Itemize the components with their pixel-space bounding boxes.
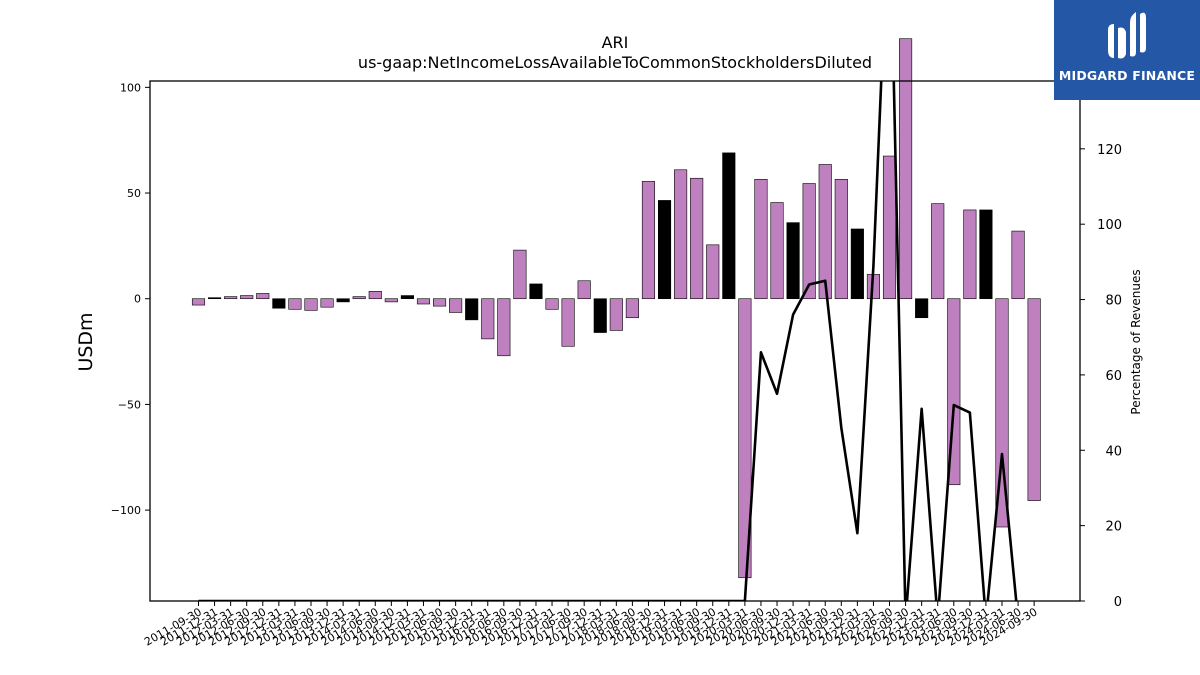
bar xyxy=(706,244,720,300)
bar xyxy=(770,202,784,300)
bar xyxy=(834,178,848,300)
bar xyxy=(272,298,286,309)
bar xyxy=(802,183,816,300)
y2-tick-label: 0 xyxy=(1114,595,1122,610)
y2-tick-label: 20 xyxy=(1105,520,1122,535)
bar xyxy=(481,298,495,340)
bar xyxy=(384,298,398,303)
bar xyxy=(593,298,607,333)
y2-tick-label: 40 xyxy=(1105,444,1122,459)
bar xyxy=(963,209,977,300)
y2-axis-label: Percentage of Revenues xyxy=(1129,269,1143,414)
bar xyxy=(657,200,672,300)
y-tick-label: −100 xyxy=(111,504,141,517)
bar xyxy=(1011,230,1025,300)
bar xyxy=(915,298,929,319)
bar xyxy=(850,228,864,300)
bar xyxy=(529,283,543,300)
bar xyxy=(818,164,832,300)
bar xyxy=(545,298,559,310)
bar xyxy=(625,298,639,319)
logo-mark-icon xyxy=(1108,12,1146,59)
bar xyxy=(754,178,768,300)
bar xyxy=(368,291,382,300)
bar xyxy=(722,152,736,300)
y2-tick-label: 80 xyxy=(1105,294,1122,309)
y-tick-label: 50 xyxy=(127,187,141,200)
bar xyxy=(641,181,656,300)
bar xyxy=(336,298,350,303)
bar xyxy=(899,38,913,300)
bar xyxy=(931,203,945,300)
bar xyxy=(416,298,431,305)
bar xyxy=(191,298,206,306)
bar xyxy=(786,222,800,300)
bar xyxy=(1027,298,1041,501)
bar xyxy=(513,249,527,300)
bar xyxy=(224,296,238,300)
chart-title: ARI xyxy=(602,33,629,52)
plot-frame xyxy=(149,80,1081,602)
bar xyxy=(674,169,688,300)
percentage-line xyxy=(198,81,1018,601)
y2-tick-label: 100 xyxy=(1097,218,1122,233)
bar xyxy=(288,298,302,310)
y-tick-label: 0 xyxy=(134,293,141,306)
bar xyxy=(256,293,270,300)
logo-text: MIDGARD FINANCE xyxy=(1058,68,1196,83)
bar xyxy=(208,297,222,300)
bar xyxy=(882,155,897,300)
y-tick-label: 100 xyxy=(120,81,141,94)
bar xyxy=(995,298,1009,528)
bar xyxy=(561,298,575,347)
bar xyxy=(432,298,447,307)
y-tick-label: −50 xyxy=(118,398,141,411)
bar-series xyxy=(191,38,1041,579)
y-axis-label: USDm xyxy=(75,312,97,371)
y2-tick-label: 120 xyxy=(1097,143,1122,158)
bar xyxy=(738,298,752,579)
y2-axis-ticks: 0 20 40 60 80 100 120 xyxy=(1080,143,1122,610)
bar xyxy=(979,209,993,300)
bar xyxy=(690,177,704,300)
bar xyxy=(240,295,254,300)
bar xyxy=(352,296,366,300)
x-axis-ticks: 2011-09-302011-12-312012-03-312012-06-30… xyxy=(142,601,1040,649)
bar xyxy=(400,295,414,300)
line-series xyxy=(198,81,1018,601)
brand-logo: MIDGARD FINANCE xyxy=(1054,0,1200,100)
bar xyxy=(449,298,463,313)
bar xyxy=(320,298,334,308)
bar xyxy=(577,280,591,300)
bar xyxy=(497,298,511,357)
y2-tick-label: 60 xyxy=(1105,369,1122,384)
bar xyxy=(304,298,318,311)
bar xyxy=(465,298,479,321)
bar xyxy=(609,298,623,331)
y-axis-ticks: −100 −50 0 50 100 xyxy=(111,81,150,517)
chart-subtitle: us-gaap:NetIncomeLossAvailableToCommonSt… xyxy=(358,53,872,72)
